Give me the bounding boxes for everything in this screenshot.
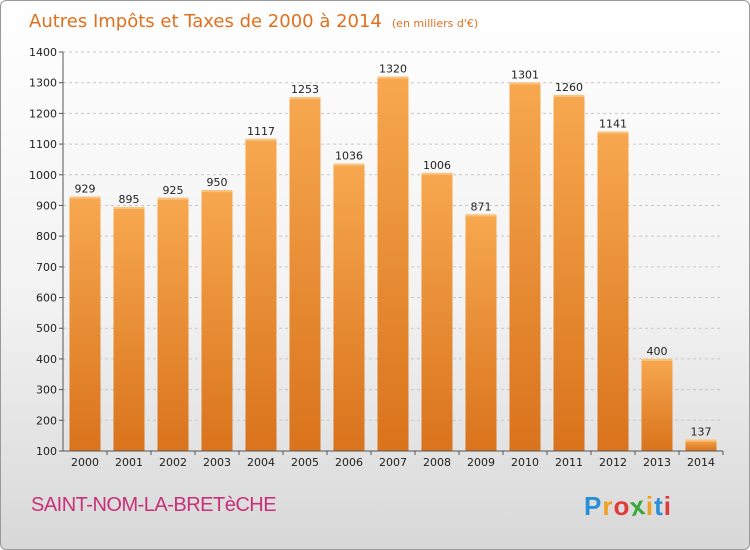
x-tick-label: 2012 [599, 456, 627, 469]
bar [201, 190, 233, 451]
data-label: 1141 [599, 117, 627, 130]
bar [685, 439, 717, 451]
x-tick-label: 2013 [643, 456, 671, 469]
data-label: 1320 [379, 63, 407, 76]
x-tick-label: 2008 [423, 456, 451, 469]
data-label: 929 [75, 183, 96, 196]
data-label: 1036 [335, 150, 363, 163]
data-label: 925 [163, 184, 184, 197]
bar [157, 197, 189, 451]
bar [113, 206, 145, 451]
x-tick-label: 2006 [335, 456, 363, 469]
bar [465, 214, 497, 451]
logo-letter: t [654, 491, 664, 521]
y-tick-label: 1400 [29, 46, 57, 59]
x-tick-label: 2011 [555, 456, 583, 469]
x-tick-label: 2005 [291, 456, 319, 469]
bar-highlight [685, 439, 717, 442]
logo-letter: o [613, 491, 631, 521]
y-tick-label: 200 [36, 414, 57, 427]
bar-highlight [69, 196, 101, 199]
y-tick-label: 1100 [29, 138, 57, 151]
bar [69, 196, 101, 451]
x-tick-label: 2009 [467, 456, 495, 469]
bar [553, 94, 585, 451]
y-tick-label: 1200 [29, 107, 57, 120]
chart-title: Autres Impôts et Taxes de 2000 à 2014 [29, 11, 382, 32]
x-tick-label: 2003 [203, 456, 231, 469]
bar [245, 138, 277, 451]
logo-letter: P [584, 491, 603, 521]
bar-highlight [597, 131, 629, 134]
bar-highlight [465, 214, 497, 217]
chart-subtitle: (en milliers d'€) [392, 17, 478, 30]
bar [597, 131, 629, 451]
bar [641, 358, 673, 451]
location-name: SAINT-NOM-LA-BRETèCHE [31, 494, 277, 516]
bar-highlight [641, 358, 673, 361]
bar-highlight [421, 172, 453, 175]
bar-highlight [333, 163, 365, 166]
y-tick-label: 100 [36, 445, 57, 458]
x-axis: 2000 2001 2002 2003 2004 2005 2006 2007 2008 2009… [63, 450, 724, 469]
data-label: 1253 [291, 83, 319, 96]
x-tick-label: 2002 [159, 456, 187, 469]
bars: 929 895 925 950 1117 1253 1036 1320 1006 871 1301 1… [69, 63, 717, 452]
x-tick-label: 2004 [247, 456, 275, 469]
bar-highlight [553, 94, 585, 97]
bar [509, 82, 541, 452]
x-tick-label: 2007 [379, 456, 407, 469]
bar-highlight [377, 76, 409, 79]
data-label: 895 [119, 193, 140, 206]
bar-highlight [509, 82, 541, 85]
x-tick-label: 2014 [687, 456, 715, 469]
bar-highlight [245, 138, 277, 141]
y-tick-label: 1300 [29, 77, 57, 90]
data-label: 871 [471, 200, 492, 213]
bar [377, 76, 409, 452]
y-tick-label: 900 [36, 199, 57, 212]
bar-highlight [157, 197, 189, 200]
data-label: 400 [647, 345, 668, 358]
logo-letter: i [663, 491, 672, 521]
bar-highlight [201, 190, 233, 193]
data-label: 950 [207, 176, 228, 189]
data-label: 1301 [511, 68, 539, 81]
y-tick-label: 600 [36, 292, 57, 305]
bar [289, 97, 321, 452]
data-label: 1260 [555, 81, 583, 94]
bar-highlight [113, 206, 145, 209]
y-tick-label: 300 [36, 384, 57, 397]
y-tick-label: 1000 [29, 169, 57, 182]
logo-letter: i [645, 491, 655, 521]
bar [333, 163, 365, 451]
bar-highlight [289, 97, 321, 100]
data-label: 1117 [247, 125, 275, 138]
y-tick-label: 700 [36, 261, 57, 274]
proxiti-logo: Proxiti [584, 490, 672, 522]
x-tick-label: 2000 [71, 456, 99, 469]
y-tick-label: 800 [36, 230, 57, 243]
logo-letter: r [602, 491, 614, 521]
x-tick-label: 2001 [115, 456, 143, 469]
data-label: 1006 [423, 159, 451, 172]
x-tick-label: 2010 [511, 456, 539, 469]
data-label: 137 [691, 426, 712, 439]
y-axis: 100 200 300 400 500 600 700 800 900 1000 1100 1200 1… [29, 46, 64, 458]
y-tick-label: 500 [36, 322, 57, 335]
y-tick-label: 400 [36, 353, 57, 366]
bar [421, 172, 453, 452]
